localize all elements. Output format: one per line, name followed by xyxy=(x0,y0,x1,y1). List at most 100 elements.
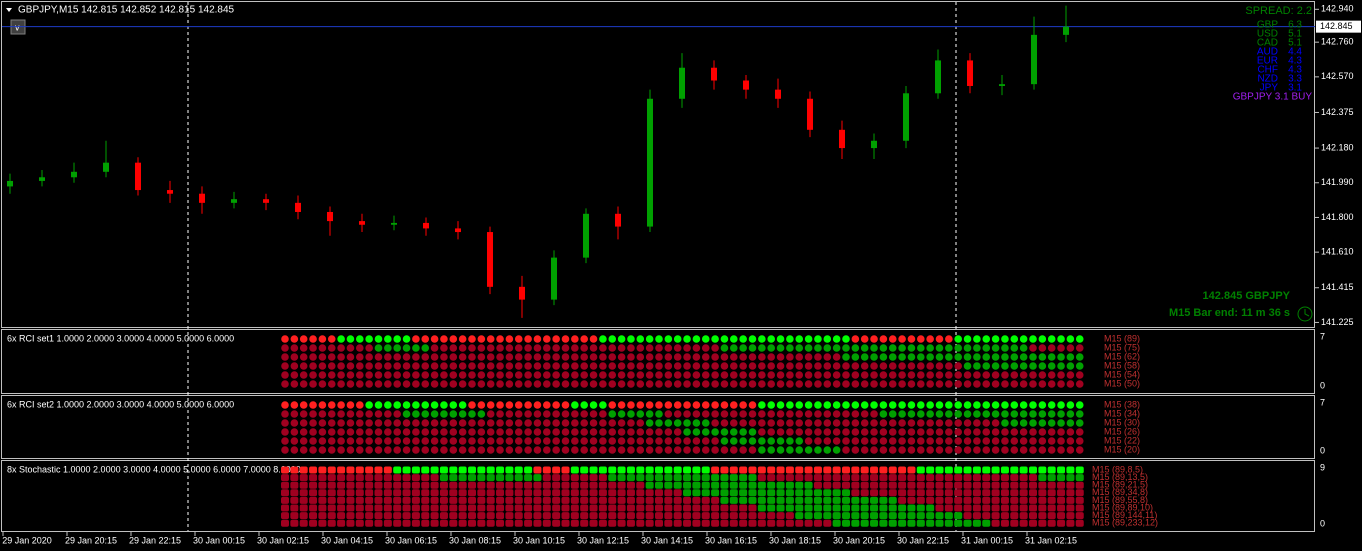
dot xyxy=(860,371,869,379)
dot xyxy=(571,446,579,454)
dot xyxy=(626,496,635,504)
dot xyxy=(1057,362,1065,370)
dot xyxy=(299,496,308,504)
dot xyxy=(458,466,467,474)
dot xyxy=(412,362,420,370)
dot xyxy=(973,335,981,343)
y-tick-label: 141.610 xyxy=(1321,247,1354,257)
dot xyxy=(804,519,813,527)
menu-arrow[interactable] xyxy=(6,8,12,12)
dot xyxy=(356,428,364,436)
dot xyxy=(832,371,841,379)
dot xyxy=(402,481,411,489)
dot xyxy=(318,401,327,409)
dot xyxy=(730,419,738,427)
dot xyxy=(1038,489,1047,497)
dot xyxy=(832,353,841,361)
dot xyxy=(963,481,972,489)
dot xyxy=(711,489,720,497)
dot xyxy=(486,437,495,445)
dot xyxy=(907,519,916,527)
dot xyxy=(786,335,794,343)
dot xyxy=(281,371,289,379)
dot xyxy=(926,362,934,370)
dot xyxy=(1057,446,1065,454)
dot xyxy=(1001,344,1009,352)
dot xyxy=(589,353,598,361)
dot xyxy=(449,362,458,370)
dot xyxy=(346,428,355,436)
dot xyxy=(748,419,757,427)
dot xyxy=(561,489,570,497)
dot xyxy=(309,419,317,427)
dot xyxy=(533,446,542,454)
dot xyxy=(757,519,766,527)
dot xyxy=(711,496,720,504)
dot xyxy=(290,437,299,445)
dot xyxy=(898,504,907,512)
dot xyxy=(916,474,925,482)
dot xyxy=(776,344,785,352)
dot xyxy=(468,474,476,482)
dot xyxy=(542,489,551,497)
dot xyxy=(870,428,878,436)
dot xyxy=(355,466,364,474)
dot xyxy=(683,446,691,454)
dot xyxy=(804,512,813,520)
dot xyxy=(767,428,775,436)
dot xyxy=(1066,344,1075,352)
dot xyxy=(299,489,308,497)
dot xyxy=(785,496,794,504)
dot xyxy=(860,481,869,489)
dot xyxy=(926,466,935,474)
dot xyxy=(823,519,832,527)
dot xyxy=(552,419,560,427)
dot xyxy=(514,512,523,520)
dot xyxy=(608,446,617,454)
dot xyxy=(645,380,654,388)
dot xyxy=(356,353,364,361)
dot xyxy=(543,437,551,445)
currency-name: EUR xyxy=(1257,56,1278,67)
dot xyxy=(449,496,458,504)
dot xyxy=(309,446,317,454)
dot xyxy=(365,380,373,388)
dot xyxy=(823,410,832,418)
dot xyxy=(664,362,673,370)
dot xyxy=(1010,362,1019,370)
dot xyxy=(421,419,430,427)
dot xyxy=(514,362,523,370)
dot xyxy=(711,335,719,343)
panel-row-label: M15 (38) xyxy=(1104,399,1140,409)
dot xyxy=(767,519,776,527)
dot xyxy=(776,466,785,474)
dot xyxy=(384,428,392,436)
dot xyxy=(982,466,991,474)
dot xyxy=(430,380,439,388)
dot xyxy=(468,419,476,427)
dot xyxy=(365,419,373,427)
dot xyxy=(823,401,832,409)
dot xyxy=(346,344,355,352)
dot xyxy=(711,466,720,474)
dot xyxy=(664,519,673,527)
dot xyxy=(963,419,972,427)
dot xyxy=(804,466,813,474)
dot xyxy=(673,519,682,527)
dot xyxy=(346,474,355,482)
x-tick-label: 31 Jan 02:15 xyxy=(1025,535,1077,545)
dot xyxy=(664,481,673,489)
dot xyxy=(543,446,551,454)
dot xyxy=(879,519,888,527)
dot xyxy=(374,428,383,436)
dot xyxy=(486,512,495,520)
dot xyxy=(973,410,981,418)
dot xyxy=(944,489,953,497)
dot xyxy=(916,496,925,504)
dot xyxy=(963,335,972,343)
dot xyxy=(580,504,589,512)
dot xyxy=(626,512,635,520)
dot xyxy=(1010,353,1019,361)
dot xyxy=(898,446,906,454)
